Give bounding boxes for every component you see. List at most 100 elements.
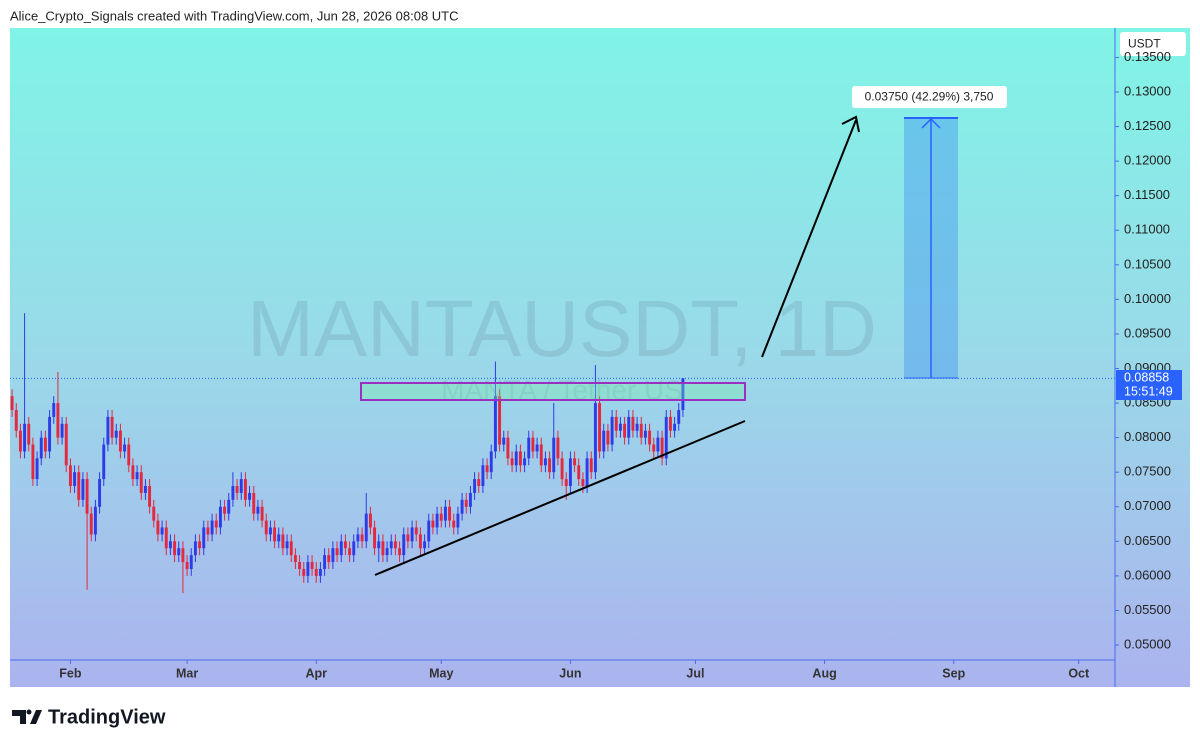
- candle-body: [39, 437, 43, 459]
- candle-body: [473, 479, 477, 493]
- candle-body: [331, 548, 335, 563]
- measure-label: 0.03750 (42.29%) 3,750: [865, 90, 994, 104]
- candle-body: [548, 458, 552, 473]
- candle-body: [135, 472, 139, 480]
- candle-body: [373, 527, 377, 549]
- axes: 0.05000 0.05500 0.06000 0.06500 0.07000 0.075…: [59, 49, 1171, 680]
- candle-body: [198, 541, 202, 549]
- candle-body: [118, 430, 122, 452]
- candle-body: [293, 555, 297, 563]
- candle-body: [231, 486, 235, 500]
- candle-body: [356, 534, 360, 542]
- candle-body: [68, 465, 72, 487]
- y-tick-label: 0.05000: [1124, 636, 1171, 651]
- logo-icon: [12, 710, 42, 724]
- candle-body: [98, 479, 102, 507]
- candle-body: [48, 416, 52, 452]
- candle-body: [93, 506, 97, 535]
- candle-body: [673, 423, 677, 431]
- candle-body: [477, 479, 481, 487]
- candle-body: [81, 479, 85, 500]
- currency-label: USDT: [1128, 37, 1161, 51]
- y-tick-label: 0.13500: [1124, 49, 1171, 64]
- last-price-box: [1116, 370, 1182, 400]
- logo-dot: [26, 709, 32, 715]
- candle-body: [189, 555, 193, 569]
- candle-body: [102, 444, 106, 480]
- candle-body: [364, 513, 368, 542]
- x-tick-label: Jun: [559, 666, 581, 680]
- candle-body: [564, 479, 568, 487]
- y-tick-label: 0.10000: [1124, 291, 1171, 306]
- candle-body: [618, 423, 622, 431]
- candle-body: [552, 437, 556, 473]
- candle-body: [143, 486, 147, 493]
- candle-body: [23, 423, 27, 452]
- candle-body: [623, 423, 627, 438]
- candle-body: [181, 548, 185, 563]
- candle-body: [652, 444, 656, 452]
- y-tick-label: 0.07000: [1124, 498, 1171, 513]
- x-tick-label: Jul: [686, 666, 704, 680]
- x-tick-label: May: [429, 666, 453, 680]
- candle-body: [281, 534, 285, 549]
- candle-body: [306, 562, 310, 576]
- y-tick-label: 0.06500: [1124, 533, 1171, 548]
- candle-body: [314, 568, 318, 576]
- candle-body: [223, 506, 227, 514]
- candle-body: [168, 541, 172, 549]
- candle-body: [273, 527, 277, 542]
- candle-body: [377, 541, 381, 549]
- candle-body: [18, 430, 22, 452]
- x-tick-label: Apr: [305, 666, 327, 680]
- chart-background: [10, 28, 1190, 687]
- target-arrow: [761, 119, 857, 358]
- candle-body: [248, 492, 252, 500]
- candle-body: [60, 423, 64, 438]
- candle-body: [285, 541, 289, 549]
- candle-body: [318, 568, 322, 576]
- candle-body: [393, 541, 397, 549]
- candle-body: [260, 506, 264, 521]
- candle-body: [64, 423, 68, 466]
- candle-body: [639, 423, 643, 438]
- candle-body: [252, 492, 256, 514]
- candle-body: [218, 506, 222, 528]
- candle-body: [506, 437, 510, 459]
- candle-body: [498, 396, 502, 445]
- candle-body: [139, 472, 143, 493]
- candle-body: [452, 520, 456, 528]
- candle-body: [368, 513, 372, 528]
- attribution: Alice_Crypto_Signals created with Tradin…: [10, 8, 459, 23]
- candle-body: [560, 458, 564, 480]
- candle-body: [43, 437, 47, 452]
- candle-body: [610, 416, 614, 445]
- y-tick-label: 0.11000: [1124, 222, 1170, 237]
- y-tick-label: 0.09500: [1124, 325, 1171, 340]
- candle-body: [423, 541, 427, 549]
- candle-body: [264, 520, 268, 535]
- candle-body: [435, 513, 439, 528]
- candle-body: [110, 416, 114, 438]
- candle-body: [277, 534, 281, 542]
- candle-body: [14, 409, 18, 431]
- candle-body: [256, 506, 260, 514]
- candle-body: [310, 562, 314, 569]
- candle-body: [106, 416, 110, 445]
- candle-body: [352, 541, 356, 556]
- candle-body: [614, 416, 618, 431]
- y-tick-label: 0.12500: [1124, 118, 1171, 133]
- candle-body: [656, 437, 660, 452]
- candle-body: [152, 506, 156, 521]
- y-tick-label: 0.11500: [1124, 187, 1170, 202]
- candle-body: [677, 409, 681, 424]
- candle-body: [123, 444, 127, 452]
- candle-body: [302, 568, 306, 576]
- candle-body: [523, 458, 527, 466]
- candle-body: [268, 527, 272, 535]
- candle-body: [539, 444, 543, 466]
- candle-body: [556, 437, 560, 459]
- candle-body: [56, 403, 60, 438]
- candle-body: [289, 541, 293, 556]
